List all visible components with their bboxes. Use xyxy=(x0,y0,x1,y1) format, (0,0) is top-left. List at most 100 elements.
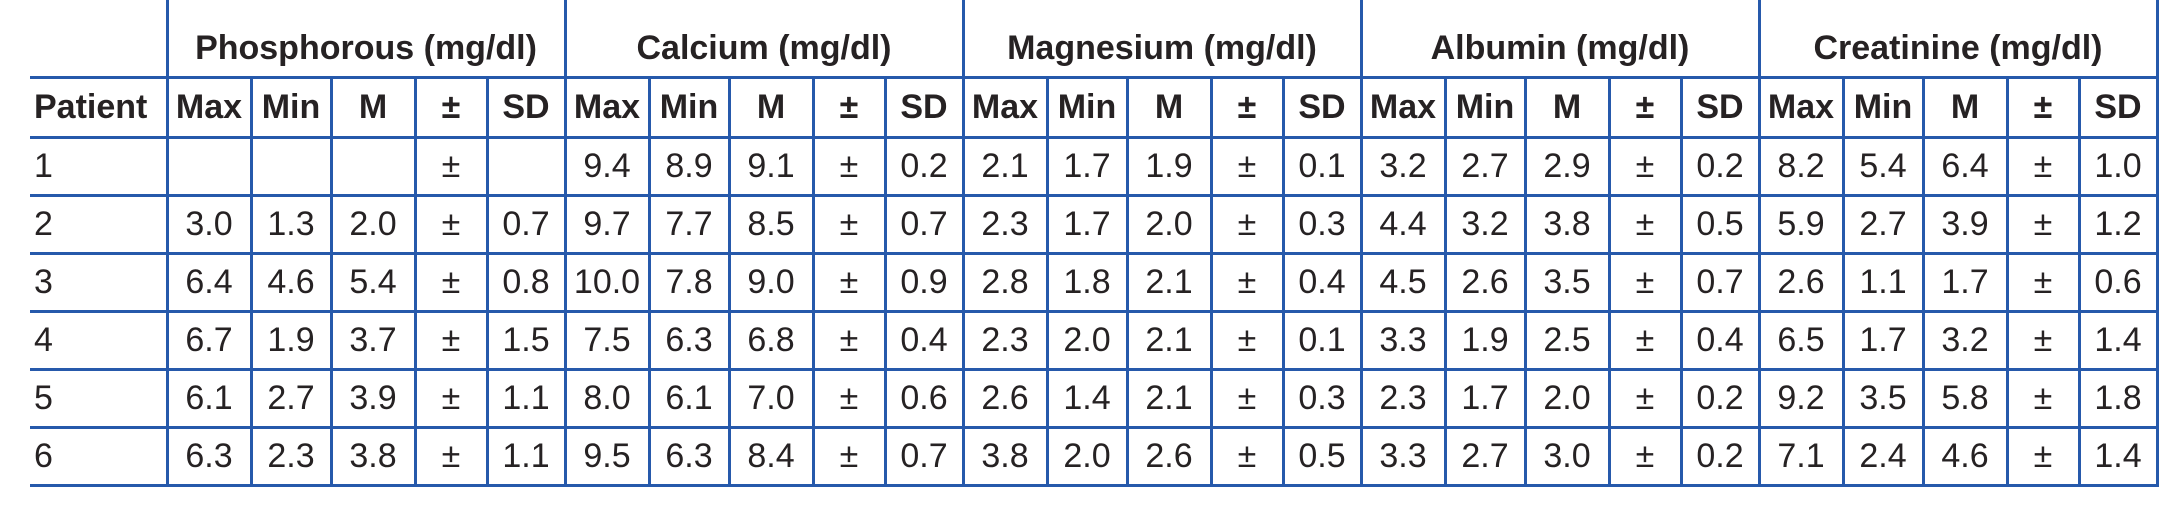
patient-id-cell: 2 xyxy=(30,193,169,255)
max-cell: 9.7 xyxy=(563,193,651,255)
sd-cell: 1.4 xyxy=(2077,309,2159,371)
column-group-header: Albumin (mg/dl) xyxy=(1359,0,1761,79)
sd-cell: 0.7 xyxy=(1679,251,1761,313)
column-header-sd-cell: SD xyxy=(2077,75,2159,139)
min-cell: 1.3 xyxy=(249,193,333,255)
plus-minus-cell: ± xyxy=(413,425,489,487)
patient-id-cell: 6 xyxy=(30,425,169,487)
sd-cell: 0.7 xyxy=(883,425,965,487)
max-cell: 3.0 xyxy=(165,193,253,255)
sd-cell: 0.6 xyxy=(2077,251,2159,313)
column-group-header: Phosphorous (mg/dl) xyxy=(165,0,567,79)
patient-id-cell: 3 xyxy=(30,251,169,313)
max-cell: 2.3 xyxy=(1359,367,1447,429)
sd-cell: 0.1 xyxy=(1281,135,1363,197)
mean-cell: 5.8 xyxy=(1921,367,2009,429)
column-header-min-cell: Min xyxy=(647,75,731,139)
column-header-sd-cell: SD xyxy=(883,75,965,139)
sd-cell: 0.1 xyxy=(1281,309,1363,371)
column-header-mean-cell: M xyxy=(1523,75,1611,139)
mean-cell: 3.5 xyxy=(1523,251,1611,313)
sd-cell: 0.4 xyxy=(1281,251,1363,313)
sd-cell: 1.2 xyxy=(2077,193,2159,255)
mean-cell: 3.9 xyxy=(1921,193,2009,255)
min-cell: 1.4 xyxy=(1045,367,1129,429)
column-header-mean-cell: M xyxy=(329,75,417,139)
column-header-max-cell: Max xyxy=(165,75,253,139)
plus-minus-cell: ± xyxy=(413,309,489,371)
column-header-sd-cell: SD xyxy=(1281,75,1363,139)
max-cell: 3.3 xyxy=(1359,309,1447,371)
max-cell: 4.4 xyxy=(1359,193,1447,255)
sd-cell: 0.2 xyxy=(1679,135,1761,197)
patient-id-cell: 4 xyxy=(30,309,169,371)
mean-cell: 2.0 xyxy=(329,193,417,255)
plus-minus-cell: ± xyxy=(1209,367,1285,429)
plus-minus-cell: ± xyxy=(2005,367,2081,429)
min-cell: 1.9 xyxy=(249,309,333,371)
max-cell: 6.5 xyxy=(1757,309,1845,371)
min-cell: 7.8 xyxy=(647,251,731,313)
mean-cell: 3.0 xyxy=(1523,425,1611,487)
min-cell: 1.1 xyxy=(1841,251,1925,313)
min-cell: 2.6 xyxy=(1443,251,1527,313)
mean-cell: 9.1 xyxy=(727,135,815,197)
column-header-plus-minus-cell: ± xyxy=(1607,75,1683,139)
plus-minus-cell: ± xyxy=(1607,135,1683,197)
column-header-min-cell: Min xyxy=(1045,75,1129,139)
mean-cell: 2.5 xyxy=(1523,309,1611,371)
max-cell: 8.2 xyxy=(1757,135,1845,197)
mean-cell: 3.2 xyxy=(1921,309,2009,371)
column-header-mean-cell: M xyxy=(1125,75,1213,139)
mean-cell: 2.1 xyxy=(1125,309,1213,371)
max-cell: 3.8 xyxy=(961,425,1049,487)
mean-cell: 6.8 xyxy=(727,309,815,371)
mean-cell: 8.4 xyxy=(727,425,815,487)
column-header-sd-cell: SD xyxy=(1679,75,1761,139)
plus-minus-cell: ± xyxy=(811,367,887,429)
table-row: 6 6.3 2.3 3.8 ±1.1 9.5 6.3 8.4 ±0.7 3.8 2.0 2.6 ±0.5… xyxy=(30,425,2159,487)
plus-minus-cell: ± xyxy=(811,135,887,197)
table-row: 5 6.1 2.7 3.9 ±1.1 8.0 6.1 7.0 ±0.6 2.6 1.4 2.1 ±0.3… xyxy=(30,367,2159,429)
sd-cell: 0.5 xyxy=(1679,193,1761,255)
column-header-max-cell: Max xyxy=(1757,75,1845,139)
mean-cell: 1.7 xyxy=(1921,251,2009,313)
mean-cell: 2.0 xyxy=(1523,367,1611,429)
plus-minus-cell: ± xyxy=(413,135,489,197)
sd-cell: 0.5 xyxy=(1281,425,1363,487)
max-cell: 9.2 xyxy=(1757,367,1845,429)
plus-minus-cell: ± xyxy=(2005,135,2081,197)
mean-cell: 7.0 xyxy=(727,367,815,429)
min-cell: 5.4 xyxy=(1841,135,1925,197)
sd-cell: 1.8 xyxy=(2077,367,2159,429)
mean-cell: 2.0 xyxy=(1125,193,1213,255)
max-cell: 5.9 xyxy=(1757,193,1845,255)
max-cell: 2.1 xyxy=(961,135,1049,197)
min-cell: 2.7 xyxy=(1443,135,1527,197)
patient-id-cell: 5 xyxy=(30,367,169,429)
plus-minus-cell: ± xyxy=(2005,251,2081,313)
plus-minus-cell: ± xyxy=(2005,425,2081,487)
column-header-mean-cell: M xyxy=(1921,75,2009,139)
min-cell: 2.0 xyxy=(1045,425,1129,487)
plus-minus-cell: ± xyxy=(413,193,489,255)
max-cell: 8.0 xyxy=(563,367,651,429)
sd-cell: 0.2 xyxy=(1679,367,1761,429)
column-header-min-cell: Min xyxy=(1841,75,1925,139)
max-cell: 2.6 xyxy=(1757,251,1845,313)
sd-cell: 0.4 xyxy=(883,309,965,371)
sd-cell: 0.8 xyxy=(485,251,567,313)
mean-cell: 9.0 xyxy=(727,251,815,313)
max-cell: 6.3 xyxy=(165,425,253,487)
table-row: 4 6.7 1.9 3.7 ±1.5 7.5 6.3 6.8 ±0.4 2.3 2.0 2.1 ±0.1… xyxy=(30,309,2159,371)
min-cell: 2.3 xyxy=(249,425,333,487)
sd-cell: 1.1 xyxy=(485,425,567,487)
mean-cell: 3.8 xyxy=(329,425,417,487)
min-cell: 6.1 xyxy=(647,367,731,429)
patient-column-header: Patient xyxy=(30,75,169,139)
min-cell: 1.7 xyxy=(1841,309,1925,371)
sd-cell: 1.1 xyxy=(485,367,567,429)
max-cell: 4.5 xyxy=(1359,251,1447,313)
sd-cell: 0.4 xyxy=(1679,309,1761,371)
